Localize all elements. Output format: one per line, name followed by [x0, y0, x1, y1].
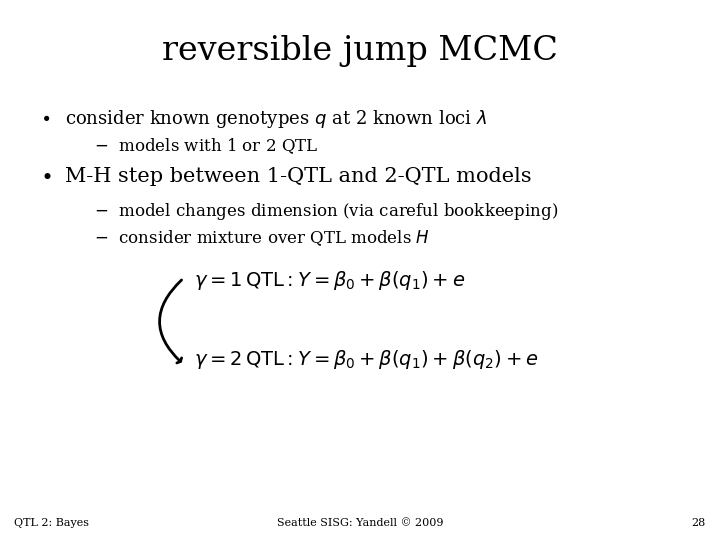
Text: $\gamma = 2\,\mathrm{QTL} : Y = \beta_0 +\beta(q_1) + \beta(q_2) + e$: $\gamma = 2\,\mathrm{QTL} : Y = \beta_0 …	[194, 348, 539, 370]
Text: $\gamma = 1\,\mathrm{QTL} : Y = \beta_0 +\beta(q_1) + e$: $\gamma = 1\,\mathrm{QTL} : Y = \beta_0 …	[194, 269, 466, 292]
Text: $\bullet$: $\bullet$	[40, 108, 50, 126]
Text: consider known genotypes $q$ at 2 known loci $\lambda$: consider known genotypes $q$ at 2 known …	[65, 108, 487, 130]
Text: 28: 28	[691, 518, 706, 528]
Text: M-H step between 1-QTL and 2-QTL models: M-H step between 1-QTL and 2-QTL models	[65, 167, 531, 186]
Text: reversible jump MCMC: reversible jump MCMC	[162, 35, 558, 67]
Text: Seattle SISG: Yandell © 2009: Seattle SISG: Yandell © 2009	[276, 518, 444, 528]
Text: $-$  model changes dimension (via careful bookkeeping): $-$ model changes dimension (via careful…	[94, 201, 558, 222]
Text: $-$  consider mixture over QTL models $H$: $-$ consider mixture over QTL models $H$	[94, 228, 430, 247]
Text: $\bullet$: $\bullet$	[40, 167, 51, 186]
Text: QTL 2: Bayes: QTL 2: Bayes	[14, 518, 89, 528]
Text: $-$  models with 1 or 2 QTL: $-$ models with 1 or 2 QTL	[94, 137, 318, 156]
